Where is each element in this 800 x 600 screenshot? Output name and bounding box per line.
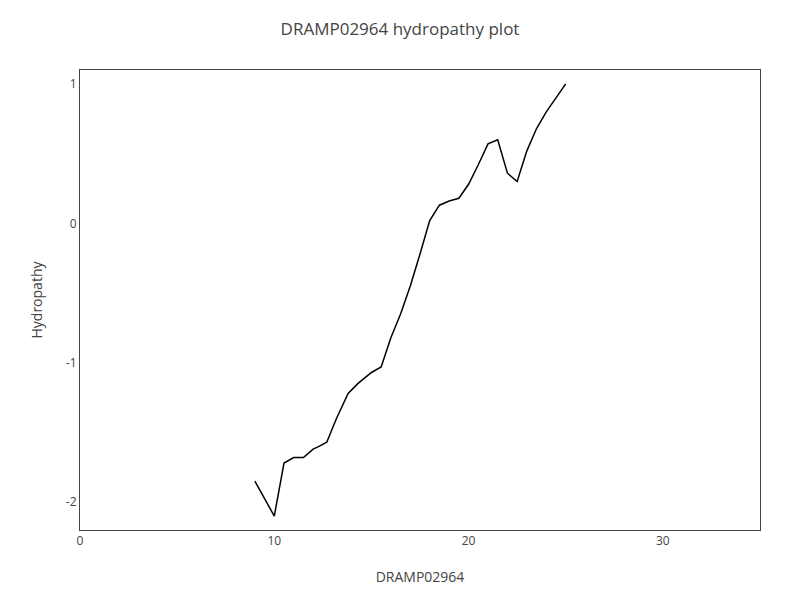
svg-text:-1: -1 (66, 354, 77, 371)
svg-text:0: 0 (77, 532, 84, 549)
svg-text:-2: -2 (66, 493, 77, 510)
svg-text:10: 10 (267, 532, 281, 549)
svg-text:1: 1 (70, 75, 77, 92)
svg-text:Hydropathy: Hydropathy (27, 261, 46, 339)
svg-text:30: 30 (656, 532, 670, 549)
svg-text:DRAMP02964: DRAMP02964 (376, 567, 465, 586)
svg-text:0: 0 (70, 215, 77, 232)
svg-text:20: 20 (462, 532, 476, 549)
svg-text:DRAMP02964 hydropathy plot: DRAMP02964 hydropathy plot (281, 17, 520, 40)
